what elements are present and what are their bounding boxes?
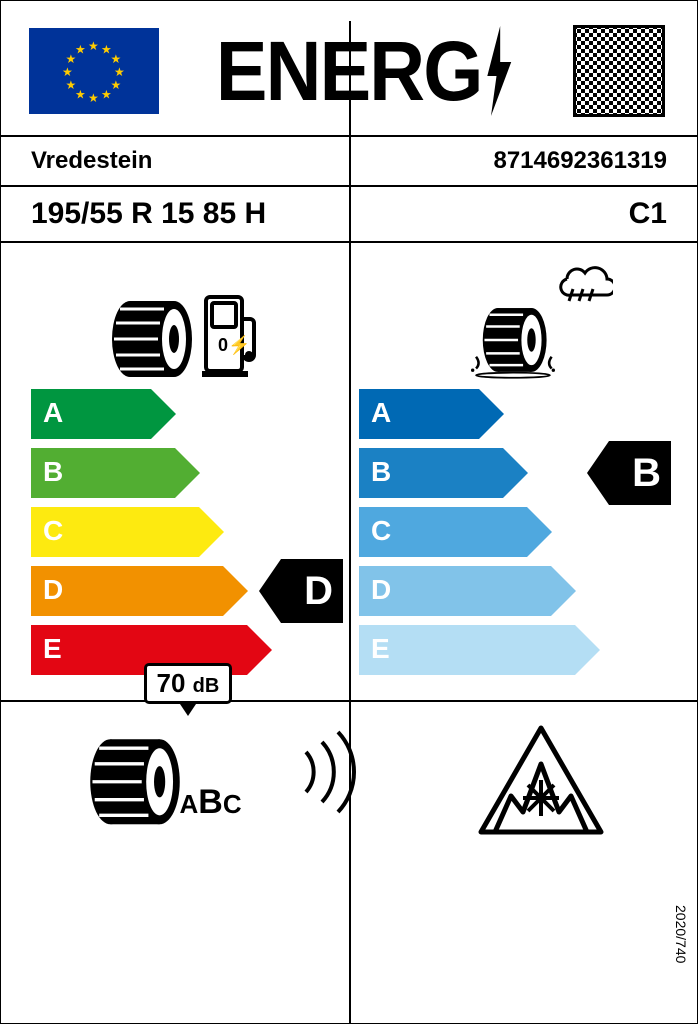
tyre-size: 195/55 R 15 85 H bbox=[31, 197, 266, 231]
tyre-icon bbox=[110, 299, 194, 379]
snow-grip-icon bbox=[471, 722, 611, 842]
ean-code: 8714692361319 bbox=[493, 147, 667, 175]
energy-title: ENERG bbox=[216, 26, 513, 116]
lightning-icon bbox=[485, 26, 513, 116]
fuel-efficiency-column: 0 ⚡ A B C bbox=[21, 259, 349, 684]
rain-cloud-icon bbox=[553, 259, 613, 303]
grip-scale: A B B C bbox=[359, 389, 667, 675]
noise-badge: 70 dB bbox=[144, 663, 233, 704]
fuel-pump-icon: 0 ⚡ bbox=[202, 289, 260, 379]
tyre-noise-icon bbox=[88, 737, 182, 827]
tyre-class: C1 bbox=[629, 197, 667, 231]
sound-waves-icon bbox=[298, 722, 378, 822]
noise-unit: dB bbox=[193, 675, 220, 697]
noise-classes: ABC bbox=[180, 783, 242, 822]
tyre-wet-icon bbox=[471, 303, 555, 379]
qr-code bbox=[569, 21, 669, 121]
regulation-code: 2020/740 bbox=[673, 905, 689, 963]
eu-flag: ★★★★★★★★★★★★ bbox=[29, 28, 159, 114]
svg-text:⚡: ⚡ bbox=[228, 334, 250, 356]
fuel-scale: A B C D bbox=[31, 389, 339, 675]
noise-value: 70 bbox=[157, 668, 186, 698]
svg-text:0: 0 bbox=[218, 335, 228, 355]
noise-section: 70 dB ABC bbox=[88, 737, 378, 827]
brand: Vredestein bbox=[31, 147, 152, 175]
wet-grip-column: A B B C bbox=[349, 259, 677, 684]
